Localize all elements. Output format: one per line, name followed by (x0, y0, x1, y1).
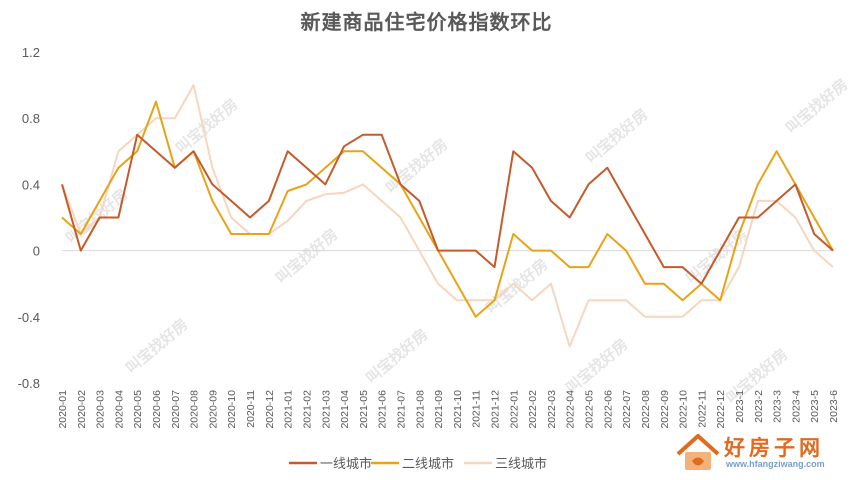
watermark-text: 叫宝找好房 (782, 75, 851, 137)
watermark-text: 叫宝找好房 (582, 105, 651, 167)
x-tick-label: 2022-03 (546, 390, 558, 429)
x-tick-label: 2022-05 (584, 390, 596, 429)
x-tick-label: 2021-08 (414, 390, 426, 429)
y-tick-label: 1.2 (22, 45, 40, 60)
x-tick-label: 2022-11 (696, 390, 708, 428)
watermark-layer: 叫宝找好房叫宝找好房叫宝找好房叫宝找好房叫宝找好房叫宝找好房叫宝找好房叫宝找好房… (62, 75, 851, 407)
x-tick-label: 2020-10 (226, 390, 238, 429)
series-line-3 (61, 84, 834, 348)
x-tick-label: 2021-04 (339, 390, 351, 429)
watermark-text: 叫宝找好房 (122, 315, 191, 377)
series-line-2 (61, 100, 834, 318)
x-tick-label: 2022-01 (508, 390, 520, 429)
house-logo-icon (676, 434, 720, 470)
watermark-text: 叫宝找好房 (562, 335, 631, 397)
x-tick-label: 2023-4 (790, 390, 802, 423)
x-tick-label: 2023-6 (828, 390, 840, 423)
series-line-1 (61, 133, 834, 285)
x-tick-label: 2020-07 (170, 390, 182, 429)
x-tick-label: 2021-11 (471, 390, 483, 428)
logo-name: 好房子网 (724, 435, 824, 460)
x-tick-label: 2022-07 (621, 390, 633, 429)
x-tick-label: 2022-09 (659, 390, 671, 429)
y-tick-label: -0.8 (18, 376, 40, 391)
x-tick-label: 2020-08 (189, 390, 201, 429)
x-tick-label: 2021-01 (283, 390, 295, 429)
y-tick-label: 0.4 (22, 177, 40, 192)
site-logo: 好房子网 www.hfangziwang.com (672, 428, 848, 478)
watermark-text: 叫宝找好房 (62, 185, 131, 247)
x-tick-label: 2020-01 (57, 390, 69, 429)
logo-url: www.hfangziwang.com (726, 459, 825, 469)
y-tick-label: -0.4 (18, 310, 40, 325)
x-tick-label: 2022-06 (602, 390, 614, 429)
legend-label: 一线城市 (320, 456, 372, 472)
x-tick-label: 2022-12 (715, 390, 727, 429)
x-tick-label: 2020-03 (95, 390, 107, 429)
x-tick-label: 2023-5 (809, 390, 821, 423)
x-tick-label: 2021-07 (395, 390, 407, 429)
x-tick-label: 2021-03 (320, 390, 332, 429)
axes: 1.2 0.8 0.4 0 -0.4 -0.8 2020-01 2020-02 2020-03 2… (18, 45, 840, 429)
watermark-text: 叫宝找好房 (362, 325, 431, 387)
legend-label: 三线城市 (495, 456, 547, 472)
x-tick-label: 2020-12 (264, 390, 276, 429)
x-tick-label: 2020-05 (132, 390, 144, 429)
x-tick-label: 2023-3 (772, 390, 784, 423)
x-tick-label: 2022-02 (527, 390, 539, 429)
legend: 一线城市 二线城市 三线城市 (289, 456, 547, 472)
y-tick-label: 0 (33, 244, 40, 259)
chart-title: 新建商品住宅价格指数环比 (300, 10, 553, 34)
y-tick-label: 0.8 (22, 111, 40, 126)
series-lines (61, 84, 834, 348)
x-tick-label: 2022-04 (565, 390, 577, 429)
legend-label: 二线城市 (402, 456, 454, 472)
watermark-text: 叫宝找好房 (272, 225, 341, 287)
x-tick-label: 2022-10 (678, 390, 690, 429)
x-tick-label: 2020-04 (113, 390, 125, 429)
x-tick-label: 2021-12 (490, 390, 502, 429)
x-tick-label: 2020-09 (207, 390, 219, 429)
x-tick-label: 2023-1 (734, 390, 746, 423)
x-tick-label: 2021-09 (433, 390, 445, 429)
x-tick-label: 2020-02 (76, 390, 88, 429)
x-tick-label: 2021-06 (377, 390, 389, 429)
x-tick-label: 2021-10 (452, 390, 464, 429)
x-tick-label: 2022-08 (640, 390, 652, 429)
x-tick-label: 2020-06 (151, 390, 163, 429)
x-tick-label: 2023-2 (753, 390, 765, 423)
x-tick-label: 2020-11 (245, 390, 257, 428)
x-tick-label: 2021-05 (358, 390, 370, 429)
x-tick-label: 2021-02 (301, 390, 313, 429)
